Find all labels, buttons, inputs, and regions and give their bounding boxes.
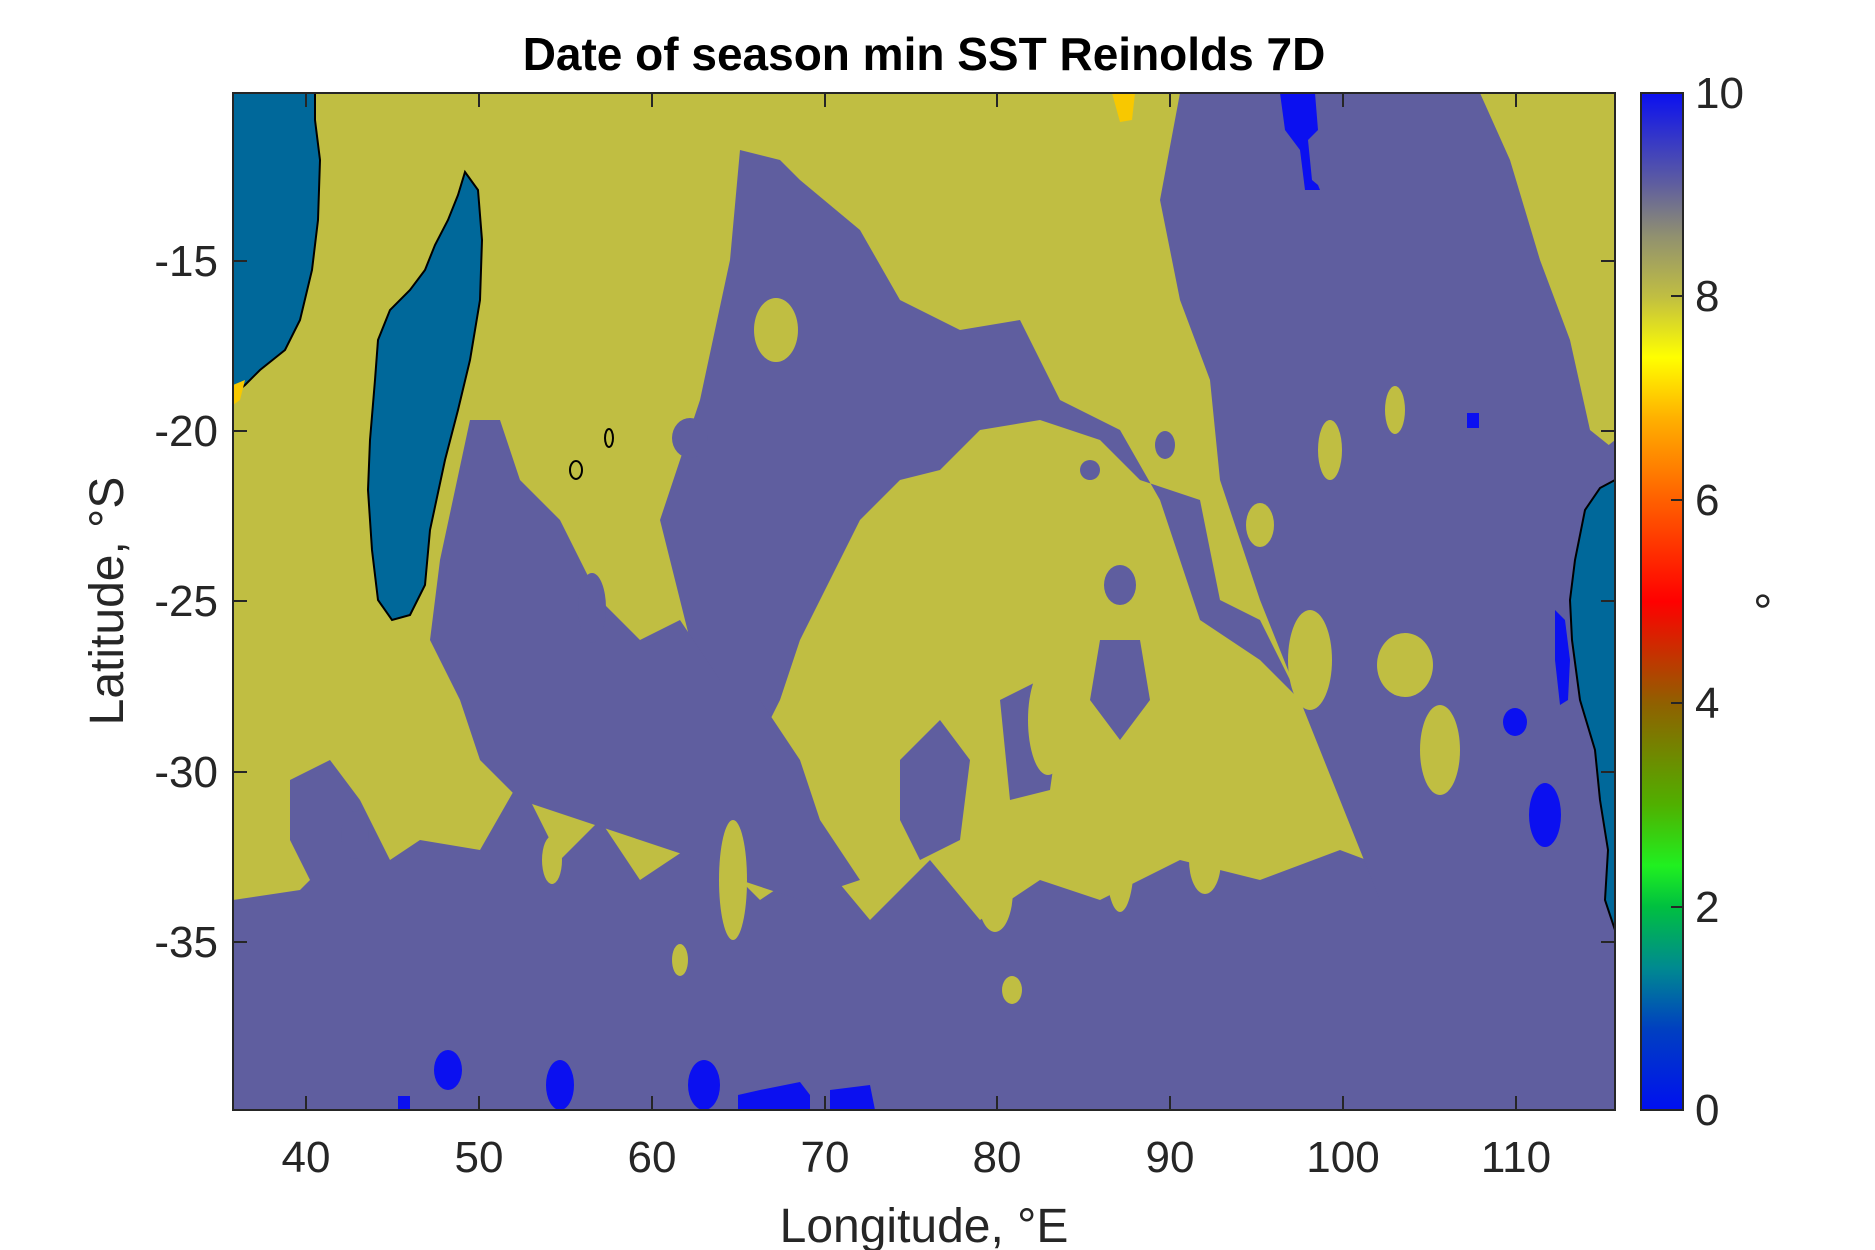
region-value-8-patch-9 <box>1189 826 1221 894</box>
colorbar-tick-label-6: 6 <box>1695 476 1719 525</box>
region-value-9-5-patch-d <box>1090 640 1150 740</box>
region-value-8-patch-15 <box>1028 665 1068 775</box>
region-value-9-5-south <box>233 780 1615 1110</box>
region-value-8-patch-6 <box>1288 610 1332 710</box>
colorbar <box>1640 92 1684 1111</box>
region-value-8-patch-3 <box>963 530 987 570</box>
region-value-9-5-patch-a <box>290 760 360 880</box>
region-value-8-patch-16 <box>1246 503 1274 547</box>
x-tick-label-60: 60 <box>628 1133 677 1182</box>
region-value-10-patch-n2 <box>1467 413 1479 428</box>
region-value-8-patch-12 <box>719 820 747 940</box>
region-value-9-5-patch-b <box>900 720 970 860</box>
colorbar-tick-label-8: 8 <box>1695 272 1719 321</box>
region-value-8-patch-17 <box>1385 386 1405 434</box>
region-value-10-patch-s6 <box>398 1096 410 1110</box>
y-axis <box>233 260 1615 943</box>
chart-title: Date of season min SST Reinolds 7D <box>523 28 1326 80</box>
region-value-8-patch-5 <box>1420 705 1460 795</box>
y-tick-label-minus25: -25 <box>154 577 218 626</box>
island-mauritius <box>569 460 583 480</box>
colorbar-ticks <box>1671 92 1683 1111</box>
x-tick-label-110: 110 <box>1481 1133 1551 1182</box>
region-value-10-patch-e1 <box>1555 610 1570 705</box>
island-reunion <box>604 428 614 448</box>
region-value-8-patch-14 <box>672 944 688 976</box>
region-value-8-patch-1 <box>754 298 798 362</box>
y-axis-label: Latitude, °S <box>81 477 134 726</box>
x-tick-label-80: 80 <box>973 1133 1022 1182</box>
y-tick-label-minus20: -20 <box>154 407 218 456</box>
colorbar-tick-label-0: 0 <box>1695 1086 1719 1135</box>
region-value-9-5-small-5 <box>1104 565 1136 605</box>
x-tick-label-70: 70 <box>801 1133 850 1182</box>
region-value-8-patch-7 <box>1318 420 1342 480</box>
region-value-9-5-west <box>430 420 860 900</box>
y-tick-label-minus35: -35 <box>154 918 218 967</box>
region-value-10-patch-e2 <box>1503 708 1527 736</box>
region-value-10-patch-north <box>1280 93 1320 190</box>
region-value-10-patch-s4 <box>738 1082 810 1110</box>
x-tick-label-40: 40 <box>282 1133 331 1182</box>
x-axis <box>305 93 1517 1110</box>
land-madagascar <box>366 169 484 622</box>
region-value-9-5-small-3 <box>1080 460 1100 480</box>
region-value-8-patch-2 <box>1040 513 1076 557</box>
region-value-10-patch-e3 <box>1529 783 1561 847</box>
x-tick-label-90: 90 <box>1146 1133 1195 1182</box>
x-axis-label: Longitude, °E <box>780 1200 1069 1250</box>
colorbar-tick-label-2: 2 <box>1695 883 1719 932</box>
colorbar-tick-label-10: 10 <box>1695 69 1744 118</box>
region-value-10-patch-s5 <box>830 1085 875 1110</box>
region-value-7-patch-west <box>233 380 245 405</box>
region-value-9-5-small-6 <box>341 811 369 859</box>
region-value-9-5-small-2 <box>672 418 708 458</box>
x-tick-label-50: 50 <box>455 1133 504 1182</box>
colorbar-tick-label-4: 4 <box>1695 679 1719 728</box>
land-australia <box>1568 478 1615 931</box>
region-value-10-patch-s1 <box>434 1050 462 1090</box>
x-tick-label-100: 100 <box>1306 1133 1379 1182</box>
region-value-10-patch-s2 <box>546 1060 574 1110</box>
region-value-8-patch-8 <box>977 848 1013 932</box>
colorbar-label: ° <box>1748 591 1801 610</box>
region-value-9-5-east <box>1160 93 1615 900</box>
y-tick-label-minus30: -30 <box>154 748 218 797</box>
region-value-7-patch-north <box>1112 93 1135 122</box>
region-value-8-patch-13 <box>542 836 562 884</box>
region-value-8-patch-11 <box>1002 976 1022 1004</box>
region-value-9-5-small-1 <box>578 573 606 643</box>
plot-area <box>233 93 1615 1110</box>
region-value-8-patch-10 <box>1106 808 1134 912</box>
y-tick-label-minus15: -15 <box>154 237 218 286</box>
region-value-8-patch-4 <box>1377 633 1433 697</box>
region-value-10-patch-s3 <box>688 1060 720 1110</box>
region-value-9-5-small-4 <box>1155 431 1175 459</box>
